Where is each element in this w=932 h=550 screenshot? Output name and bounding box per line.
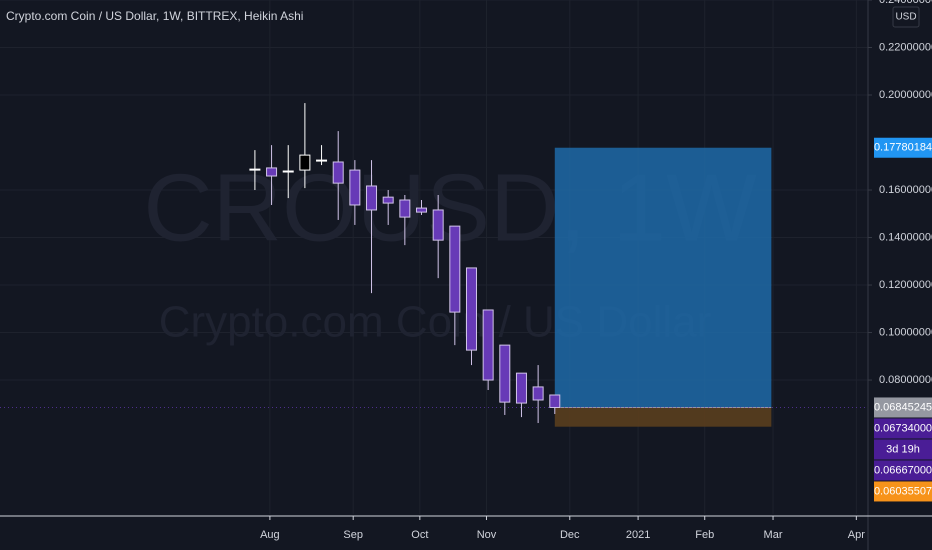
target-zone bbox=[554, 147, 772, 408]
x-tick-label: Oct bbox=[411, 529, 428, 541]
price-label-bg bbox=[874, 137, 932, 158]
candle-body bbox=[449, 225, 461, 313]
price-label-bg bbox=[874, 418, 932, 439]
y-tick-label: 0.12000000 bbox=[879, 279, 932, 291]
candle-body bbox=[416, 207, 428, 213]
candle-body bbox=[499, 344, 511, 403]
candle-body bbox=[299, 154, 311, 171]
grid bbox=[0, 0, 868, 514]
candle-body bbox=[316, 159, 328, 162]
candle-body bbox=[482, 309, 494, 381]
x-tick-label: Feb bbox=[695, 529, 714, 541]
x-tick-label: Apr bbox=[848, 529, 865, 541]
currency: USD bbox=[895, 12, 916, 23]
plot bbox=[0, 103, 868, 427]
stop-zone bbox=[554, 407, 772, 427]
price-label: 0.06667000 bbox=[874, 464, 932, 476]
x-tick-label: Sep bbox=[343, 529, 363, 541]
price-label-bg bbox=[874, 460, 932, 481]
price-label-bg bbox=[874, 481, 932, 502]
currency-badge[interactable] bbox=[892, 6, 920, 28]
x-tick-label: Mar bbox=[764, 529, 783, 541]
candle-body bbox=[382, 196, 394, 204]
y-tick-label: 0.14000000 bbox=[879, 231, 932, 243]
price-label: 0.06734000 bbox=[874, 422, 932, 434]
x-tick-label: 2021 bbox=[626, 529, 650, 541]
y-tick-label: 0.24000000 bbox=[879, 0, 932, 6]
x-tick-label: Aug bbox=[260, 529, 280, 541]
candle-body bbox=[549, 394, 561, 408]
y-tick-label: 0.20000000 bbox=[879, 89, 932, 101]
candle-body bbox=[366, 185, 378, 211]
y-tick-label: 0.08000000 bbox=[879, 374, 932, 386]
price-label: 0.17780184 bbox=[874, 142, 932, 154]
price-label: 0.06035507 bbox=[874, 485, 932, 497]
candle-body bbox=[399, 199, 411, 218]
chart-title: Crypto.com Coin / US Dollar, 1W, BITTREX… bbox=[6, 9, 303, 23]
candle-body bbox=[266, 167, 278, 177]
x-tick-label: Nov bbox=[477, 529, 497, 541]
price-label: 0.06845245 bbox=[874, 401, 932, 413]
candle-body bbox=[515, 372, 527, 404]
candle-body bbox=[282, 170, 294, 173]
candle-body bbox=[465, 267, 477, 351]
price-label: 3d 19h bbox=[886, 443, 920, 455]
candle-body bbox=[332, 161, 344, 184]
x-tick-label: Dec bbox=[560, 529, 580, 541]
y-tick-label: 0.10000000 bbox=[879, 326, 932, 338]
axes: 0.08000000 0.10000000 0.12000000 0.14000000… bbox=[260, 0, 932, 541]
y-tick-label: 0.22000000 bbox=[879, 41, 932, 53]
candle-body bbox=[532, 386, 544, 401]
y-tick-label: 0.16000000 bbox=[879, 184, 932, 196]
candle-body bbox=[432, 209, 444, 241]
price-label-bg bbox=[874, 439, 932, 460]
candle-body bbox=[249, 168, 261, 171]
price-label-bg bbox=[874, 397, 932, 418]
candle-body bbox=[349, 169, 361, 206]
